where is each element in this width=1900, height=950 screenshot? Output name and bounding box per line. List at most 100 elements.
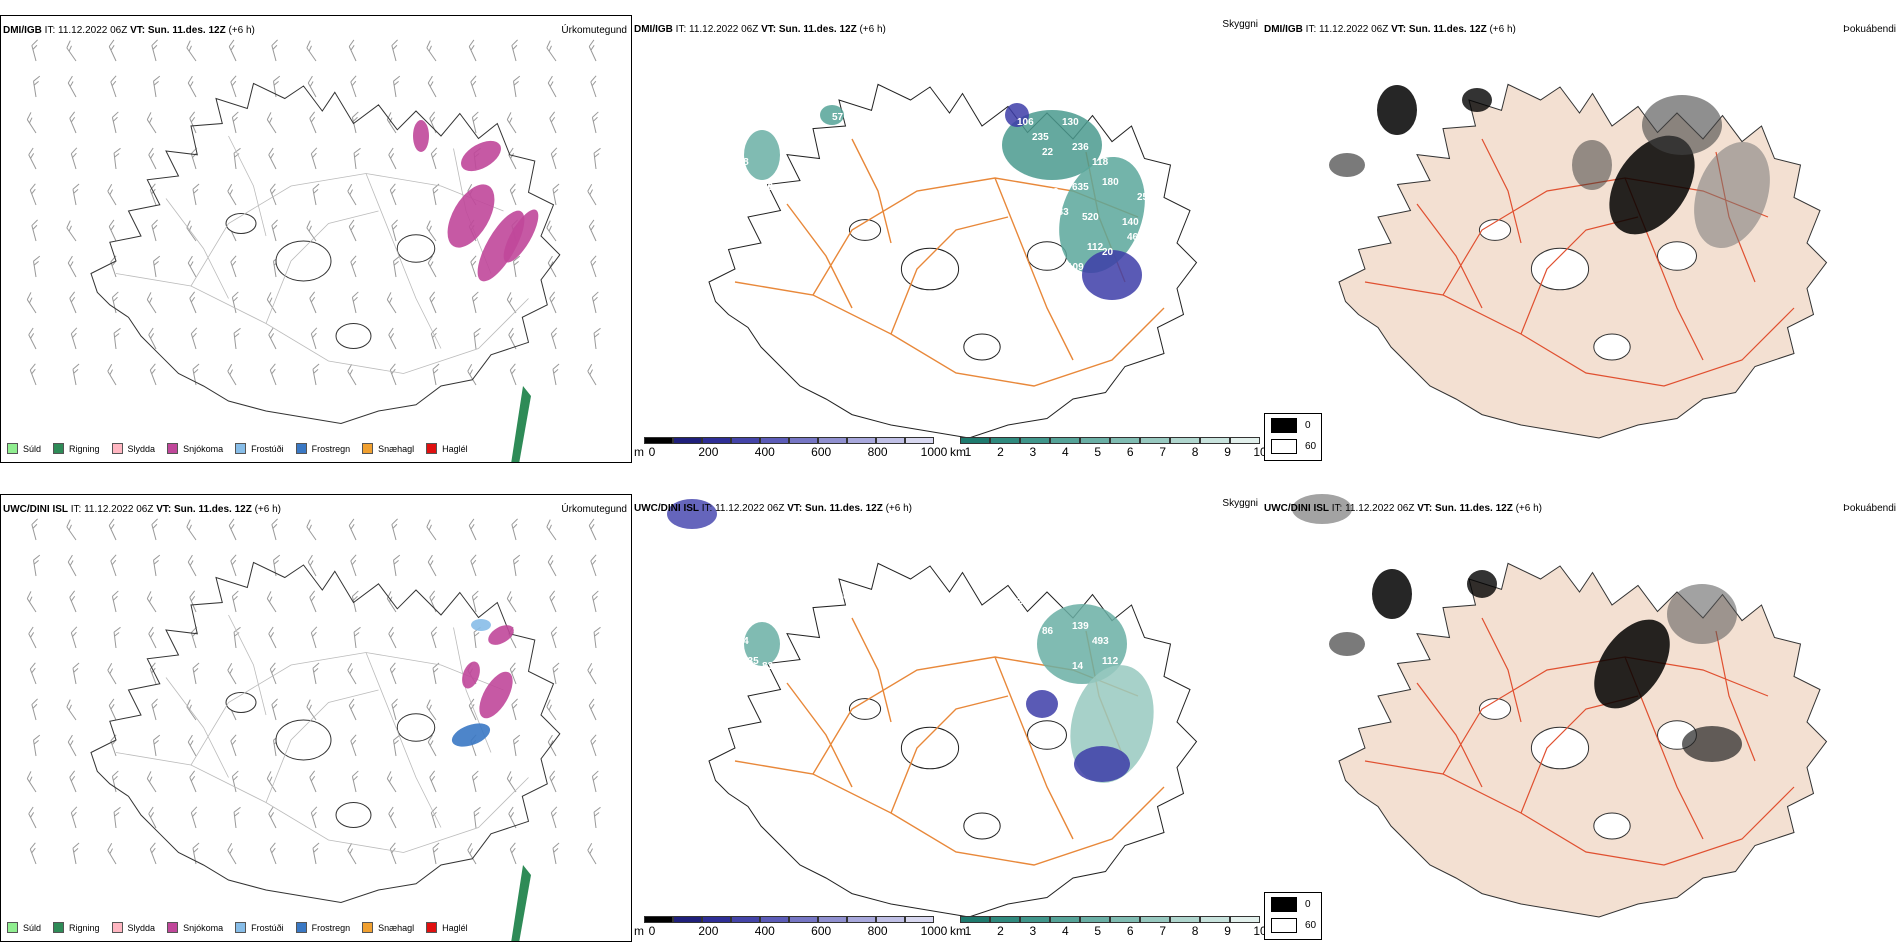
colorbar-swatch [818,437,847,444]
colorbar-swatch [876,437,905,444]
legend-swatch [426,922,438,933]
visibility-label: 25 [1137,192,1149,203]
colorbar-swatch [847,916,876,923]
colorbar-swatch [789,437,818,444]
colorbar-swatch [990,916,1020,923]
legend-swatch [295,922,307,933]
legend-label: Rigning [69,922,100,933]
visibility-label: 113 [1062,596,1079,607]
legend-swatch [53,922,65,933]
legend-label: Súld [23,443,42,454]
colorbar-tick: 200 [698,445,719,459]
colorbar-swatch [731,437,760,444]
fog-legend-row: 0 [1271,418,1311,433]
visibility-label: 140 [1122,217,1139,228]
colorbar-tick: 800 [867,445,888,459]
legend-label: Haglél [442,922,468,933]
visibility-label: 14 [1072,661,1084,672]
colorbar-swatch [905,916,934,923]
visibility-label: 57 [832,112,844,123]
legend-swatch [7,922,18,933]
legend-swatch [235,922,247,933]
legend-label: Rigning [69,443,100,454]
precip-legend-top: Súld Rigning Slydda Snjókoma Frostúði Frostre… [7,443,480,454]
fog-legend-swatch [1271,418,1297,433]
visibility-label: 86 [1042,626,1054,637]
legend-swatch [167,443,179,454]
colorbar-tick: 400 [754,445,775,459]
colorbar-tick: 9 [1224,445,1231,459]
colorbar-swatch [644,437,673,444]
colorbar-tick: 8 [1191,924,1199,938]
colorbar-tick: 4 [1061,924,1069,938]
precip-title-top: DMI/IGB IT: 11.12.2022 06Z VT: Sun. 11.d… [3,25,255,36]
fog-title-top: DMI/IGB IT: 11.12.2022 06Z VT: Sun. 11.d… [1264,24,1516,35]
legend-label: Slydda [127,922,156,933]
legend-label: Slydda [127,443,156,454]
legend-item-6: Snæhagl [362,922,414,933]
visibility-label: 188 [732,157,749,168]
legend-label: Snæhagl [378,922,415,933]
colorbar-swatch [702,916,731,923]
visibility-label: 208 [832,591,849,602]
colorbar-unit: m [634,445,644,459]
visibility-label-top: Skyggni [1222,19,1258,30]
colorbar-swatch [760,437,789,444]
colorbar-tick: 6 [1126,924,1134,938]
colorbar-swatch [1050,437,1080,444]
colorbar-swatch [876,916,905,923]
precip-title-bottom: UWC/DINI ISL IT: 11.12.2022 06Z VT: Sun.… [3,504,281,515]
visibility-label: 118 [1092,157,1109,168]
legend-item-1: Rigning [53,922,100,933]
colorbar-swatch [1170,437,1200,444]
visibility-label: 106 [1017,117,1034,128]
precip-map-top [26,39,601,462]
legend-item-0: Súld [7,922,41,933]
colorbar-unit: m [634,924,644,938]
visibility-label: 46 [1127,232,1139,243]
legend-swatch [295,443,307,454]
fog-legend-swatch [1271,439,1297,454]
legend-item-6: Snæhagl [362,443,414,454]
visibility-title-top: DMI/IGB IT: 11.12.2022 06Z VT: Sun. 11.d… [634,24,886,35]
legend-label: Snæhagl [378,443,415,454]
legend-swatch [111,443,123,454]
visibility-label: 90 [742,177,754,188]
colorbar-swatch [847,437,876,444]
legend-label: Snjókoma [183,922,224,933]
colorbar-tick: 7 [1159,445,1166,459]
legend-label: Frostregn [311,443,351,454]
colorbar-swatch [1020,437,1050,444]
colorbar-tick: 0 [648,445,656,459]
visibility-label: 483 [1052,207,1069,218]
visibility-label: 493 [1092,636,1109,647]
colorbar-swatch [1200,916,1230,923]
colorbar-swatch [673,437,702,444]
fog-legend-label: 0 [1305,420,1311,431]
legend-item-2: Slydda [111,443,156,454]
visibility-colorbar-km-0: km 1 2 3 4 5 6 7 8 9 10 [950,437,1267,459]
colorbar-swatch [1110,437,1140,444]
legend-swatch [235,443,247,454]
visibility-label: 520 [1082,212,1099,223]
visibility-label: 130 [1062,117,1079,128]
colorbar-swatch [905,437,934,444]
legend-swatch [167,922,179,933]
visibility-title-bottom: UWC/DINI ISL IT: 11.12.2022 06Z VT: Sun.… [634,503,912,514]
colorbar-swatch [1080,916,1110,923]
visibility-panel-top: 345 150 188 90 86 57 106 130 235 22 236 118 180 635 22… [632,15,1262,463]
visibility-label: 150 [782,117,799,128]
visibility-label-bottom: Skyggni [1222,498,1258,509]
legend-swatch [362,443,374,454]
colorbar-tick: 5 [1094,445,1102,459]
colorbar-tick: 5 [1094,924,1102,938]
visibility-label: 229 [1042,187,1059,198]
colorbar-unit: km [950,924,966,938]
visibility-label: 235 [1032,132,1049,143]
colorbar-tick: 3 [1029,924,1037,938]
visibility-label: 345 [762,117,779,128]
precip-type-label-bottom: Úrkomutegund [561,504,627,515]
colorbar-swatch [1050,916,1080,923]
